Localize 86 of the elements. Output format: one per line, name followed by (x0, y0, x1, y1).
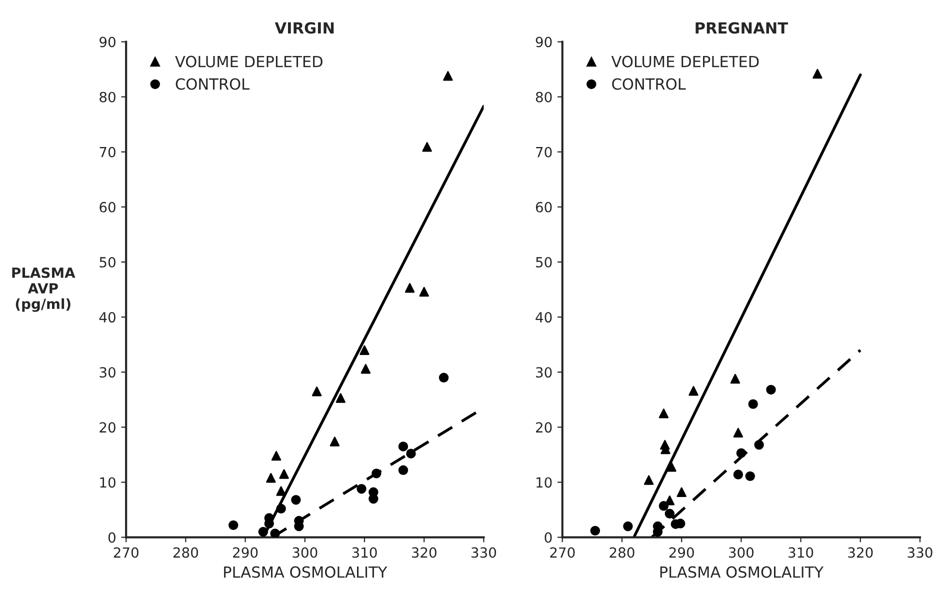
chart-title: VIRGIN (274, 22, 334, 34)
point (419, 286, 429, 297)
y-tick-label: 40 (99, 312, 116, 323)
legend-label: CONTROL (176, 78, 250, 90)
y-tick-label: 50 (536, 256, 552, 268)
point (658, 408, 669, 418)
point (676, 487, 686, 498)
legend-label: CONTROL (612, 78, 686, 90)
x-tick-label: 330 (472, 547, 496, 558)
point (644, 475, 654, 485)
x-tick-label: 270 (550, 547, 575, 558)
point (270, 528, 280, 538)
point (590, 526, 600, 536)
point (736, 448, 746, 458)
y-axis-title: PLASMA AVP (pg/ml) (12, 267, 76, 312)
x-axis-title: PLASMA OSMOLALITY (660, 566, 824, 578)
x-tick-label: 310 (352, 547, 377, 558)
point (398, 465, 408, 475)
point (812, 68, 822, 79)
y-tick-label: 20 (536, 422, 552, 433)
point (360, 364, 371, 374)
point (623, 521, 633, 532)
point (398, 442, 408, 452)
y-tick-label: 90 (536, 36, 552, 48)
x-axis-title: PLASMA OSMOLALITY (224, 566, 388, 578)
y-tick-label: 90 (100, 36, 116, 48)
point (279, 469, 289, 479)
y-tick-label: 10 (100, 477, 116, 488)
x-tick-label: 280 (173, 547, 198, 558)
point (664, 508, 675, 518)
point (658, 501, 669, 511)
y-tick-label: 80 (100, 92, 116, 102)
point (336, 393, 346, 403)
point (266, 472, 276, 483)
point (404, 283, 415, 293)
point (276, 486, 286, 496)
point (291, 495, 301, 505)
x-tick-label: 300 (292, 547, 318, 558)
point (258, 526, 268, 537)
x-tick-label: 280 (610, 547, 634, 558)
point (754, 440, 764, 450)
point (228, 520, 238, 530)
y-tick-label: 0 (108, 532, 116, 543)
point (666, 462, 676, 472)
legend-label: VOLUME DEPLETED (175, 56, 322, 68)
y-tick-label: 70 (100, 146, 116, 158)
y-tick-label: 60 (536, 202, 552, 212)
legend-label: VOLUME DEPLETED (611, 56, 759, 68)
point (745, 471, 755, 482)
point (330, 436, 340, 446)
y-tick-label: 20 (100, 422, 116, 433)
point (438, 372, 449, 382)
point (733, 470, 744, 480)
x-tick-label: 330 (908, 547, 932, 558)
y-tick-label: 70 (536, 146, 552, 158)
point (372, 468, 382, 478)
point (422, 142, 432, 152)
y-tick-label: 10 (536, 477, 552, 488)
y-tick-label: 0 (544, 532, 552, 543)
point (360, 345, 370, 355)
point (688, 386, 698, 396)
point (406, 448, 416, 458)
point (443, 71, 453, 81)
y-tick-label: 30 (100, 367, 116, 378)
x-tick-label: 320 (848, 547, 873, 558)
point (271, 450, 282, 461)
point (312, 386, 322, 396)
x-tick-label: 290 (669, 547, 694, 558)
point (356, 484, 366, 494)
x-tick-label: 300 (728, 547, 754, 558)
x-tick-label: 290 (233, 547, 258, 558)
y-tick-label: 30 (536, 367, 552, 378)
point (766, 384, 776, 395)
point (676, 518, 686, 528)
y-tick-label: 80 (536, 92, 552, 102)
x-tick-label: 310 (788, 547, 814, 558)
point (748, 399, 758, 409)
point (730, 374, 740, 384)
y-tick-label: 50 (100, 256, 116, 268)
y-tick-label: 60 (100, 202, 116, 212)
point (733, 428, 744, 438)
y-tick-label: 40 (536, 312, 552, 323)
chart-title: PREGNANT (696, 22, 788, 34)
x-tick-label: 270 (114, 547, 138, 558)
x-tick-label: 320 (412, 547, 436, 558)
point (276, 504, 286, 514)
